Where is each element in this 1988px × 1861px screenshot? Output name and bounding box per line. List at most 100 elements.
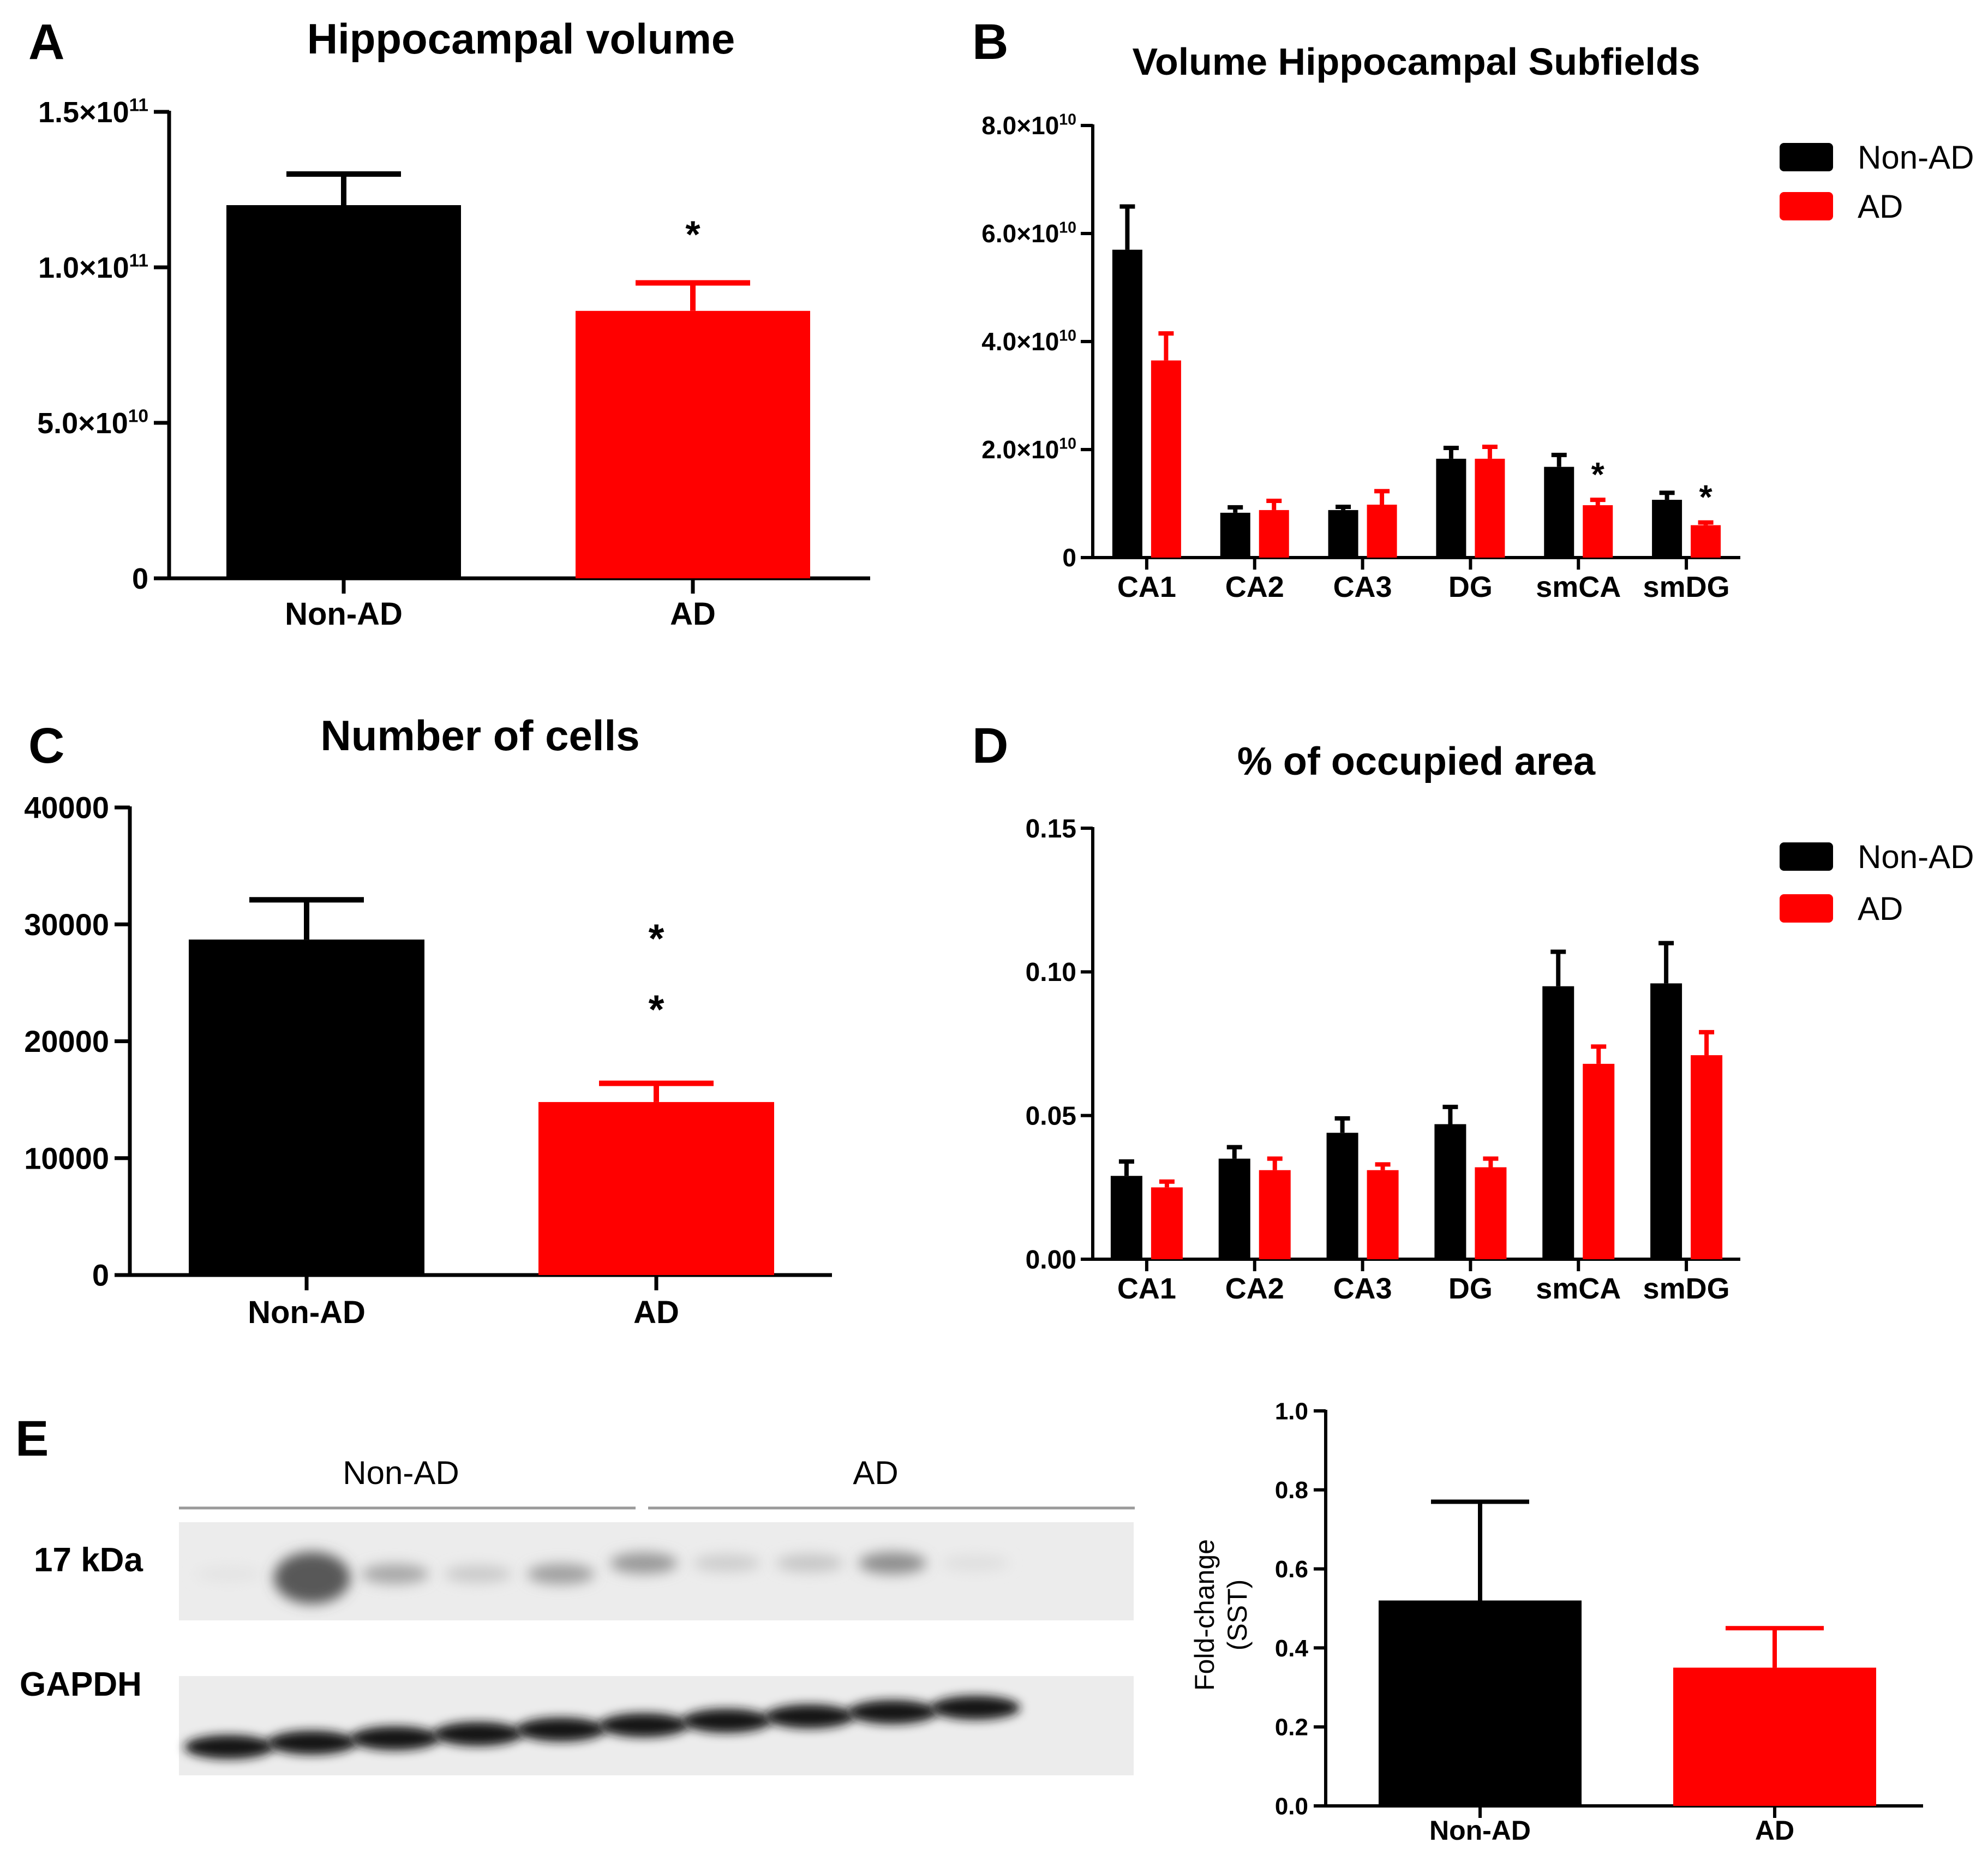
bar-ca2-non-ad	[1220, 512, 1250, 558]
x-tick-label: CA1	[1117, 1272, 1176, 1305]
sst-band	[195, 1566, 263, 1582]
y-tick-label: 40000	[24, 791, 109, 825]
sst-band	[693, 1554, 761, 1572]
bar-smdg-ad	[1691, 525, 1721, 558]
panel-letter-c: C	[28, 718, 64, 774]
blot-bands	[184, 1552, 1020, 1759]
bar-smca-non-ad	[1542, 986, 1574, 1259]
x-tick-label: DG	[1448, 571, 1493, 603]
bar-dg-non-ad	[1436, 458, 1466, 558]
sst-band	[942, 1555, 1009, 1571]
y-tick-label: 8.0×1010	[981, 111, 1076, 140]
panel-letter-a: A	[28, 14, 64, 70]
bar-ca3-ad	[1367, 1170, 1399, 1259]
y-tick-label: 0	[92, 1258, 109, 1292]
x-tick-label: Non-AD	[1429, 1815, 1531, 1846]
y-axis-label: Fold-change	[1189, 1539, 1220, 1691]
x-tick-label: smDG	[1643, 1272, 1730, 1305]
legend-label-non-ad: Non-AD	[1858, 839, 1974, 875]
chart-title: Hippocampal volume	[307, 15, 735, 63]
bar-ca1-ad	[1151, 360, 1181, 558]
panel-letter-e: E	[15, 1411, 49, 1467]
x-tick-label: smCA	[1536, 571, 1621, 603]
x-tick-label: CA2	[1225, 1272, 1284, 1305]
bar-ca1-ad	[1151, 1187, 1183, 1259]
chart-hippocampal-volume: Hippocampal volume 0 5.0×1010 1.0×1011 1.5×1…	[37, 15, 870, 632]
y-tick-label: 20000	[24, 1024, 109, 1058]
y-tick-label: 0.2	[1275, 1714, 1308, 1741]
bar-ca3-ad	[1367, 504, 1397, 558]
sst-band	[274, 1552, 350, 1604]
bar-ca2-ad	[1259, 1170, 1291, 1259]
bar-ca1-non-ad	[1110, 1176, 1142, 1259]
bar-smca-non-ad	[1544, 466, 1574, 558]
bar-ca2-ad	[1259, 510, 1289, 558]
y-tick-label: 5.0×1010	[37, 406, 148, 440]
y-tick-label: 0.15	[1026, 815, 1076, 843]
bar-smca-ad	[1583, 505, 1613, 558]
x-tick-label: AD	[1755, 1815, 1794, 1846]
gapdh-band	[848, 1700, 937, 1724]
panel-letter-b: B	[972, 14, 1008, 70]
y-tick-label: 0.6	[1275, 1556, 1308, 1583]
x-tick-label: Non-AD	[248, 1295, 366, 1330]
y-tick-label: 0.05	[1026, 1102, 1076, 1130]
legend-label-non-ad: Non-AD	[1858, 139, 1974, 176]
y-tick-label: 2.0×1010	[981, 435, 1076, 464]
sst-band	[776, 1554, 843, 1572]
bar-ca1-non-ad	[1112, 249, 1142, 558]
western-blot: Non-AD AD 17 kDa GAPDH	[20, 1455, 1135, 1775]
bar-smdg-ad	[1691, 1055, 1723, 1259]
y-tick-label: 30000	[24, 907, 109, 942]
x-tick-label: CA3	[1333, 571, 1392, 603]
legend-label-ad: AD	[1858, 188, 1903, 225]
significance-marker: *	[1699, 479, 1713, 517]
x-tick-label: smCA	[1536, 1272, 1621, 1305]
gapdh-band	[765, 1704, 854, 1728]
blot-group-label-ad: AD	[853, 1455, 898, 1491]
y-tick-label: 0.10	[1026, 958, 1076, 987]
bar-non-ad	[1379, 1600, 1582, 1806]
chart-number-of-cells: Number of cells 0 10000 20000 30000 40000 Non-…	[24, 711, 832, 1330]
sst-band	[527, 1564, 595, 1584]
bar-non-ad	[189, 940, 424, 1275]
bar-ad	[1673, 1667, 1876, 1806]
chart-title: Number of cells	[320, 711, 639, 759]
blot-group-label-non-ad: Non-AD	[343, 1455, 459, 1491]
y-tick-label: 0.4	[1275, 1635, 1309, 1662]
sst-band	[859, 1552, 926, 1575]
bar-ad	[576, 310, 810, 578]
y-tick-label: 6.0×1010	[981, 219, 1076, 248]
bar-ca3-non-ad	[1326, 1133, 1358, 1259]
y-tick-label: 1.0	[1275, 1398, 1308, 1425]
y-tick-label: 0	[132, 563, 148, 595]
gapdh-band	[931, 1696, 1020, 1720]
chart-title: % of occupied area	[1237, 740, 1596, 783]
chart-subfield-volume: Volume Hippocampal Subfields 0 2.0×1010 4.0…	[981, 40, 1974, 603]
bar-dg-ad	[1475, 458, 1505, 558]
x-tick-label: Non-AD	[285, 596, 403, 632]
bar-dg-ad	[1475, 1167, 1507, 1259]
panel-letter-d: D	[972, 718, 1008, 774]
bar-ca3-non-ad	[1328, 510, 1358, 558]
legend-label-ad: AD	[1858, 890, 1903, 927]
sst-band	[610, 1552, 678, 1574]
bar-dg-non-ad	[1434, 1124, 1466, 1259]
x-tick-label: CA1	[1117, 571, 1176, 603]
bar-ad	[538, 1102, 774, 1275]
bar-non-ad	[226, 205, 461, 578]
x-tick-label: AD	[633, 1295, 679, 1330]
sst-band	[444, 1565, 512, 1583]
legend-swatch-non-ad	[1780, 143, 1833, 171]
x-tick-label: CA2	[1225, 571, 1284, 603]
x-tick-label: CA3	[1333, 1272, 1392, 1305]
significance-marker: *	[649, 916, 664, 961]
gapdh-band	[184, 1735, 274, 1759]
significance-marker: *	[1591, 456, 1605, 494]
sst-band	[361, 1564, 429, 1584]
y-tick-label: 0.0	[1275, 1793, 1308, 1820]
bar-ca2-non-ad	[1218, 1158, 1250, 1259]
gapdh-band	[350, 1726, 440, 1750]
significance-marker: *	[685, 213, 700, 256]
y-tick-label: 1.0×1011	[38, 250, 148, 284]
